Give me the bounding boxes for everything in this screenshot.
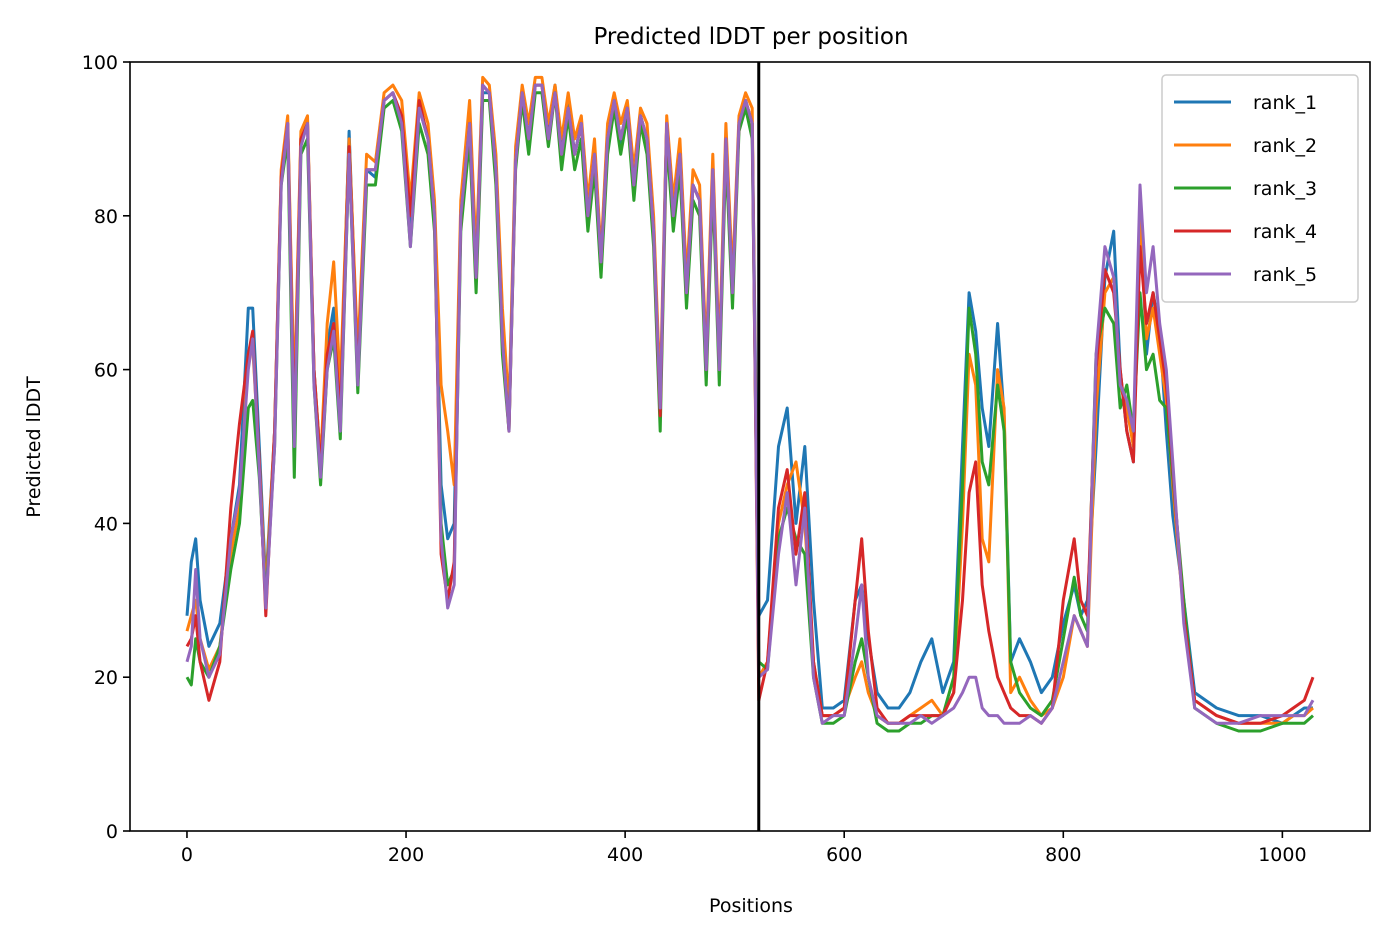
x-tick-label: 800	[1045, 844, 1081, 866]
series-line-rank_5	[185, 83, 1315, 725]
y-tick-label: 20	[94, 667, 118, 689]
y-tick-label: 40	[94, 513, 118, 535]
legend-label-rank_2: rank_2	[1253, 135, 1317, 157]
x-tick-label: 200	[388, 844, 424, 866]
chart-title: Predicted lDDT per position	[593, 24, 908, 50]
legend-label-rank_1: rank_1	[1253, 92, 1317, 114]
legend-label-rank_3: rank_3	[1253, 178, 1317, 200]
legend-label-rank_5: rank_5	[1253, 264, 1317, 286]
series-layer	[185, 75, 1315, 733]
y-tick-label: 60	[94, 360, 118, 382]
legend: rank_1 rank_2 rank_3 rank_4 rank_5	[1161, 74, 1359, 303]
legend-box	[1161, 74, 1359, 303]
legend-label-rank_4: rank_4	[1253, 221, 1317, 243]
y-tick-label: 100	[82, 52, 118, 74]
y-tick-label: 0	[106, 821, 118, 843]
y-axis-title: Predicted lDDT	[23, 376, 45, 518]
axes-layer: 0 200 400 600 800 1000 0 20 40 60 80 100	[82, 52, 1371, 866]
x-tick-label: 0	[181, 844, 193, 866]
x-tick-label: 400	[607, 844, 643, 866]
y-tick-label: 80	[94, 206, 118, 228]
x-tick-label: 1000	[1258, 844, 1306, 866]
x-axis-title: Positions	[709, 895, 793, 917]
x-tick-label: 600	[826, 844, 862, 866]
plot-frame	[129, 61, 1371, 832]
